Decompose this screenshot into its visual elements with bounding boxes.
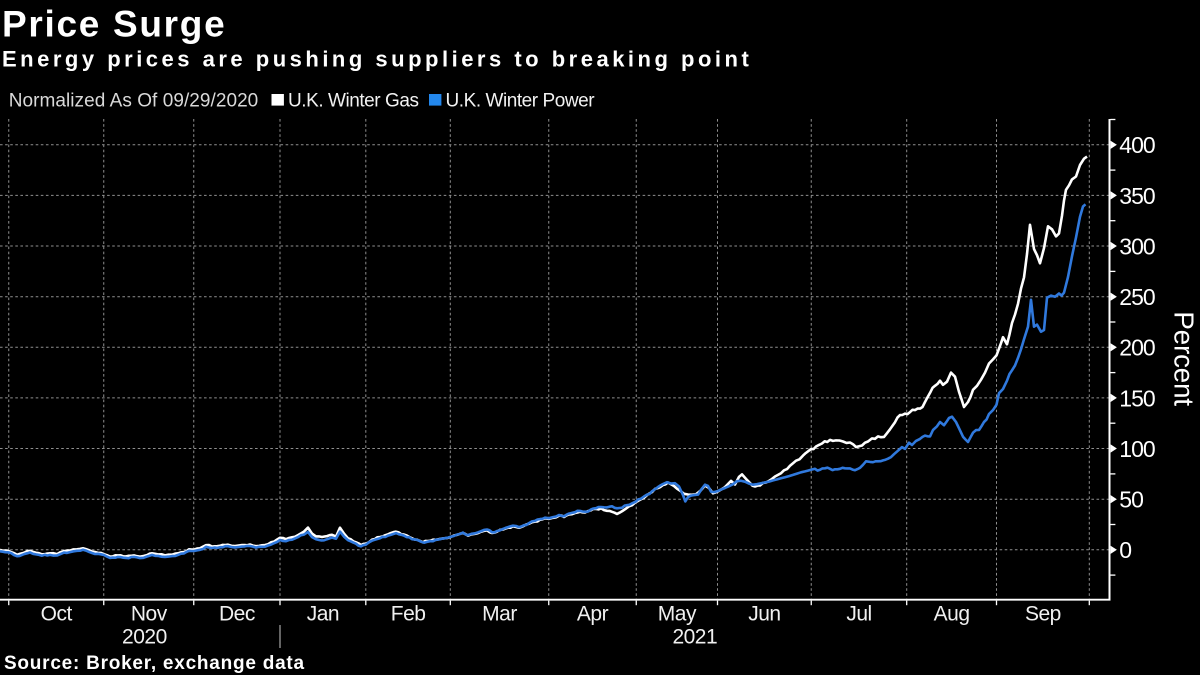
svg-text:Feb: Feb	[391, 603, 426, 626]
svg-text:Oct: Oct	[41, 603, 73, 626]
svg-text:300: 300	[1119, 233, 1155, 259]
svg-text:Mar: Mar	[482, 603, 517, 626]
svg-text:350: 350	[1119, 183, 1155, 209]
svg-text:U.K. Winter Gas: U.K. Winter Gas	[288, 90, 419, 111]
svg-text:50: 50	[1119, 487, 1143, 513]
svg-text:Aug: Aug	[934, 603, 970, 626]
svg-text:Sep: Sep	[1025, 603, 1061, 626]
svg-text:Percent: Percent	[1169, 311, 1200, 406]
svg-text:Jun: Jun	[748, 603, 780, 626]
svg-text:250: 250	[1119, 284, 1155, 310]
svg-text:Nov: Nov	[131, 603, 168, 626]
svg-text:May: May	[658, 603, 697, 626]
svg-text:150: 150	[1119, 385, 1155, 411]
svg-text:2021: 2021	[672, 626, 717, 649]
svg-text:100: 100	[1119, 436, 1155, 462]
svg-text:Normalized As Of 09/29/2020: Normalized As Of 09/29/2020	[9, 90, 259, 111]
svg-text:Energy prices are pushing supp: Energy prices are pushing suppliers to b…	[2, 47, 752, 72]
svg-text:Price Surge: Price Surge	[2, 4, 226, 45]
svg-text:200: 200	[1119, 335, 1155, 361]
svg-text:Dec: Dec	[219, 603, 255, 626]
svg-text:2020: 2020	[122, 626, 167, 649]
svg-text:0: 0	[1119, 537, 1131, 563]
svg-text:400: 400	[1119, 132, 1155, 158]
svg-text:U.K. Winter Power: U.K. Winter Power	[446, 90, 596, 111]
svg-text:Source: Broker, exchange data: Source: Broker, exchange data	[4, 653, 305, 674]
svg-text:Jan: Jan	[307, 603, 339, 626]
svg-text:Apr: Apr	[577, 603, 609, 626]
svg-text:Jul: Jul	[846, 603, 871, 626]
